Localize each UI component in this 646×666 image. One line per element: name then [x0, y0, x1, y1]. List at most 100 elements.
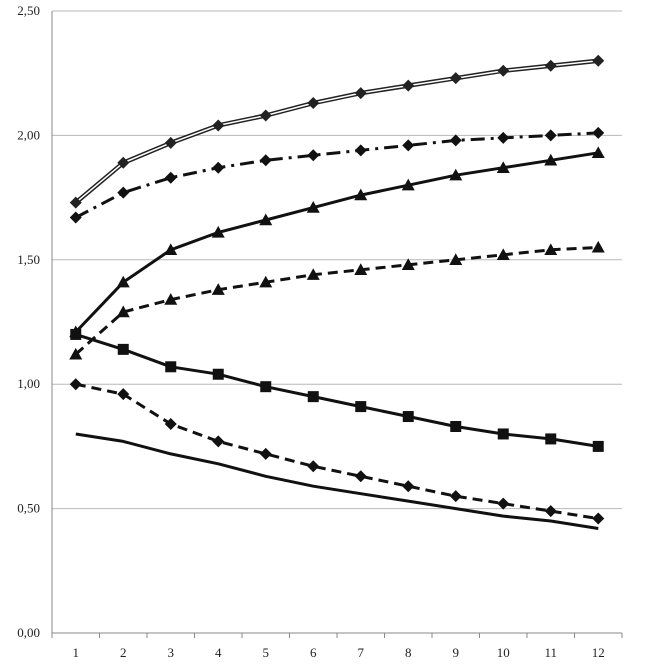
- series-line-5: [75, 332, 599, 448]
- series-2-point: [259, 154, 272, 167]
- series-4-point: [211, 283, 225, 295]
- series-4-point: [496, 248, 510, 261]
- series-3-point: [259, 213, 273, 226]
- series-3-point: [544, 153, 558, 166]
- series-line-6: [75, 382, 599, 521]
- series-1-point: [259, 109, 272, 122]
- series-3-point: [116, 275, 130, 288]
- series-4-point: [354, 263, 368, 275]
- series-line-3: [74, 151, 599, 334]
- series-5-point: [497, 428, 509, 440]
- y-tick-label: 0,00: [17, 625, 40, 640]
- series-3-point: [496, 161, 510, 173]
- grid-lines: [52, 10, 622, 510]
- series-2-point: [402, 139, 415, 152]
- series-line-7: [75, 432, 599, 530]
- series-6-point: [259, 447, 272, 460]
- series-1-point: [69, 196, 82, 209]
- series-2-point: [354, 144, 367, 157]
- x-tick-label: 10: [497, 645, 510, 660]
- y-tick-label: 0,50: [17, 501, 40, 516]
- y-tick-label: 2,50: [17, 3, 40, 18]
- series-line-4: [74, 245, 599, 356]
- series-6-point: [164, 418, 177, 431]
- series-4-point: [116, 305, 130, 318]
- series-4-point: [449, 253, 463, 265]
- series-2-point: [164, 171, 177, 184]
- axes: [51, 11, 623, 638]
- series-1-point: [212, 119, 225, 132]
- series-1-point: [449, 72, 462, 85]
- series-5-point: [307, 391, 319, 403]
- series-line-2: [75, 131, 599, 219]
- x-tick-label: 1: [73, 645, 80, 660]
- x-tick-label: 3: [168, 645, 175, 660]
- series-4-point: [69, 347, 83, 360]
- series-1-point: [497, 64, 510, 77]
- series-2-point: [592, 126, 605, 139]
- series-1-point: [164, 136, 177, 149]
- series-4-point: [164, 293, 178, 305]
- series-6-point: [544, 505, 557, 518]
- series-4-point: [259, 275, 273, 288]
- x-tick-label: 5: [263, 645, 270, 660]
- series-1-point: [592, 54, 605, 67]
- y-tick-label: 2,00: [17, 127, 40, 142]
- series-5-point: [450, 420, 462, 432]
- series-5-point: [117, 343, 129, 355]
- x-tick-label: 6: [310, 645, 317, 660]
- series-1-point: [307, 97, 320, 110]
- series-6-point: [497, 497, 510, 510]
- series-3-point: [211, 225, 225, 238]
- y-tick-label: 1,00: [17, 376, 40, 391]
- series-markers: [69, 54, 605, 525]
- series-5-point: [260, 381, 272, 393]
- y-axis-tick-labels: 0,00 0,50 1,00 1,50 2,00 2,50: [17, 3, 40, 640]
- x-tick-label: 2: [120, 645, 127, 660]
- series-1-point: [544, 59, 557, 72]
- x-tick-label: 4: [215, 645, 222, 660]
- series-6-point: [307, 460, 320, 473]
- series-6-point: [117, 388, 130, 401]
- series-4-point: [544, 243, 558, 256]
- series-5-point: [355, 401, 367, 413]
- series-3-point: [591, 146, 605, 159]
- x-axis-tick-labels: 1 2 3 4 5 6 7 8 9 10 11 12: [73, 645, 605, 660]
- series-line-1: [74, 58, 599, 205]
- series-4-point: [306, 268, 320, 280]
- series-2-point: [69, 211, 82, 224]
- series-5-point: [70, 328, 82, 340]
- series-lines: [74, 58, 599, 530]
- series-3-point: [164, 243, 178, 256]
- series-3-point: [449, 168, 463, 181]
- series-1-point: [402, 79, 415, 92]
- x-tick-label: 9: [453, 645, 460, 660]
- series-6-point: [402, 480, 415, 493]
- series-5-point: [212, 368, 224, 380]
- series-5-point: [165, 361, 177, 373]
- series-2-point: [117, 186, 130, 199]
- series-1-point: [354, 87, 367, 100]
- series-1-point: [117, 156, 130, 169]
- series-6-point: [449, 490, 462, 503]
- series-4-point: [401, 258, 415, 270]
- series-6-point: [354, 470, 367, 483]
- series-6-point: [69, 378, 82, 391]
- series-4-point: [591, 240, 605, 253]
- series-5-point: [402, 411, 414, 423]
- series-6-point: [592, 512, 605, 525]
- series-2-point: [497, 131, 510, 144]
- x-tick-label: 12: [592, 645, 605, 660]
- x-tick-label: 7: [358, 645, 365, 660]
- series-2-point: [544, 129, 557, 142]
- series-2-point: [307, 149, 320, 162]
- y-tick-label: 1,50: [17, 252, 40, 267]
- series-5-point: [545, 433, 557, 445]
- series-3-point: [306, 201, 320, 213]
- series-5-point: [592, 440, 604, 452]
- x-tick-label: 11: [544, 645, 557, 660]
- series-3-point: [354, 188, 368, 201]
- series-2-point: [449, 134, 462, 147]
- series-2-point: [212, 161, 225, 174]
